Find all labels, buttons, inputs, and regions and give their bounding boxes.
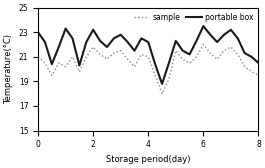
sample	[243, 66, 246, 68]
sample	[181, 58, 184, 60]
sample	[215, 58, 219, 60]
portable box	[64, 28, 67, 30]
sample	[202, 44, 205, 46]
portable box	[140, 37, 143, 39]
sample	[257, 74, 260, 76]
portable box	[112, 37, 116, 39]
portable box	[57, 46, 60, 48]
sample	[160, 93, 164, 95]
Legend: sample, portable box: sample, portable box	[132, 11, 255, 24]
sample	[71, 56, 74, 58]
sample	[167, 78, 170, 80]
portable box	[92, 29, 95, 31]
portable box	[126, 41, 129, 43]
sample	[209, 52, 212, 54]
Line: portable box: portable box	[38, 26, 258, 84]
portable box	[50, 63, 54, 65]
portable box	[236, 37, 239, 39]
portable box	[174, 40, 177, 42]
portable box	[160, 83, 164, 85]
sample	[99, 53, 102, 55]
sample	[195, 56, 198, 58]
portable box	[147, 41, 150, 43]
portable box	[181, 50, 184, 52]
portable box	[229, 29, 232, 31]
sample	[153, 74, 157, 76]
portable box	[105, 46, 109, 48]
sample	[188, 62, 191, 64]
sample	[78, 71, 81, 73]
sample	[37, 56, 40, 58]
portable box	[119, 34, 122, 36]
sample	[140, 53, 143, 55]
sample	[43, 62, 47, 64]
portable box	[257, 62, 260, 64]
sample	[250, 71, 253, 73]
sample	[85, 56, 88, 58]
sample	[50, 74, 54, 76]
portable box	[188, 53, 191, 55]
portable box	[215, 41, 219, 43]
portable box	[43, 41, 47, 43]
sample	[119, 50, 122, 52]
portable box	[99, 40, 102, 42]
portable box	[71, 37, 74, 39]
X-axis label: Storage period(day): Storage period(day)	[106, 155, 191, 164]
sample	[64, 66, 67, 68]
portable box	[133, 50, 136, 52]
portable box	[209, 34, 212, 36]
portable box	[167, 62, 170, 64]
sample	[133, 66, 136, 68]
Y-axis label: Temperature(°C): Temperature(°C)	[4, 34, 13, 104]
portable box	[222, 34, 226, 36]
sample	[229, 46, 232, 48]
portable box	[78, 64, 81, 66]
portable box	[250, 56, 253, 58]
portable box	[243, 52, 246, 54]
sample	[105, 58, 109, 60]
sample	[222, 50, 226, 52]
portable box	[195, 40, 198, 42]
Line: sample: sample	[38, 45, 258, 94]
sample	[236, 53, 239, 55]
portable box	[202, 25, 205, 27]
portable box	[37, 31, 40, 33]
sample	[174, 50, 177, 52]
sample	[92, 46, 95, 48]
portable box	[85, 41, 88, 43]
sample	[112, 52, 116, 54]
sample	[126, 58, 129, 60]
sample	[57, 62, 60, 64]
portable box	[153, 63, 157, 65]
sample	[147, 56, 150, 58]
